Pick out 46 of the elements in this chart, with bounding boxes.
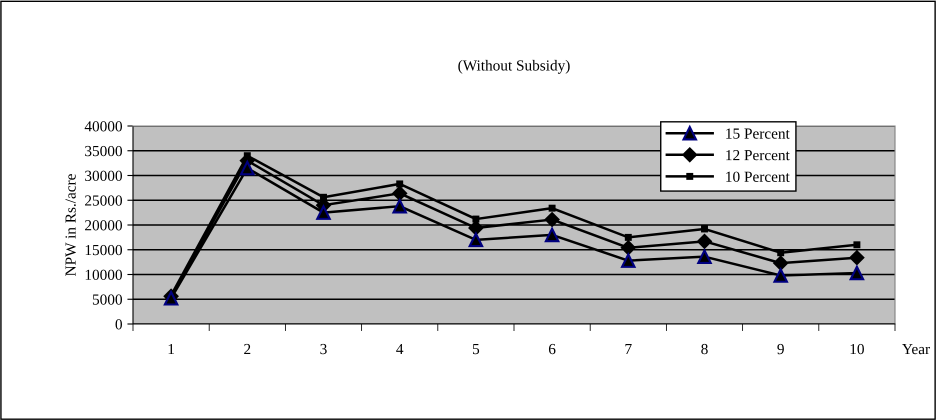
y-tick-label: 0	[116, 319, 122, 330]
x-tick-label: 6	[548, 344, 556, 354]
point	[620, 240, 636, 256]
legend-label: 10 Percent	[726, 172, 790, 182]
point	[850, 266, 864, 280]
point	[548, 204, 556, 212]
y-axis-title: NPW in Rs./acre	[65, 174, 76, 276]
point	[544, 212, 560, 228]
y-tick-label: 15000	[86, 244, 122, 256]
x-tick-label: 9	[777, 344, 784, 354]
x-axis-title: Year	[902, 344, 930, 354]
x-tick-label: 10	[850, 344, 864, 354]
chart-title: (Without Subsidy)	[458, 60, 570, 74]
y-tick-label: 5000	[92, 294, 122, 305]
y-tick-label: 30000	[85, 170, 122, 181]
point	[544, 228, 560, 242]
point	[853, 241, 860, 248]
point	[621, 253, 636, 268]
point	[849, 250, 864, 266]
x-tick-label: 3	[320, 344, 327, 354]
legend-label: 15 Percent	[726, 128, 790, 139]
point	[240, 160, 255, 176]
point	[773, 256, 788, 271]
point	[696, 234, 712, 249]
x-tick-label: 2	[244, 344, 250, 354]
y-tick-label: 20000	[85, 220, 122, 230]
point	[701, 225, 708, 232]
x-tick-label: 7	[625, 344, 632, 354]
point	[697, 249, 712, 264]
point	[396, 180, 404, 188]
x-tick-label: 4	[396, 344, 404, 354]
y-tick-label: 40000	[84, 121, 122, 132]
point	[316, 205, 331, 220]
point	[624, 234, 632, 241]
y-tick-label: 25000	[85, 195, 122, 206]
legend-label: 12 Percent	[726, 150, 790, 160]
x-tick-label: 1	[168, 344, 174, 354]
point	[392, 186, 408, 201]
point	[468, 232, 484, 248]
point	[392, 198, 407, 214]
x-tick-label: 8	[701, 344, 708, 354]
point	[472, 216, 480, 223]
point	[773, 268, 788, 283]
x-tick-label: 5	[472, 344, 480, 354]
y-tick-label: 10000	[86, 270, 122, 280]
y-tick-label: 35000	[85, 146, 122, 156]
